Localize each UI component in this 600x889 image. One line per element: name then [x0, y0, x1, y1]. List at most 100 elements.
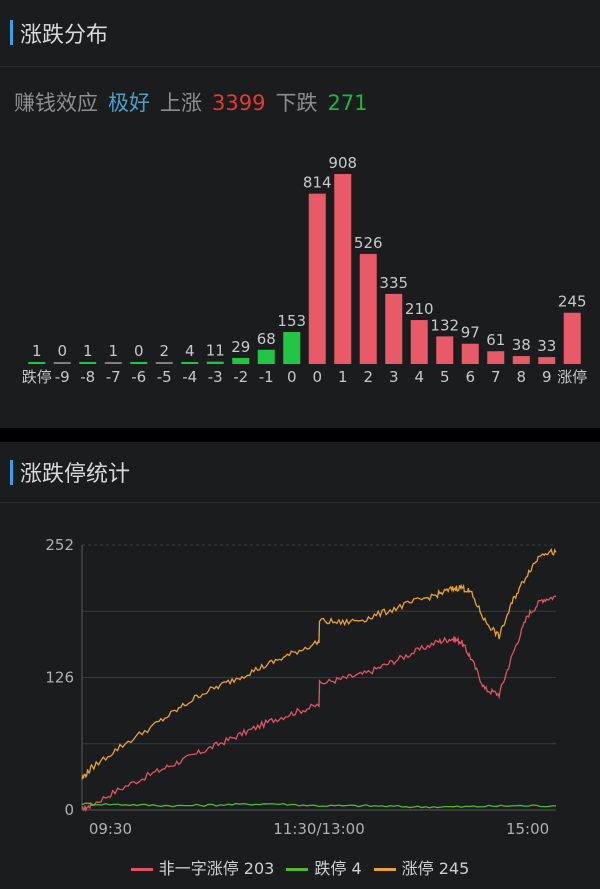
chart-legend: 非一字涨停 203 跌停 4 涨停 245	[0, 855, 600, 879]
bar-value-label: 68	[257, 330, 276, 348]
bar-value-label: 97	[461, 324, 480, 342]
bar-value-label: 132	[430, 316, 459, 334]
bar-category-label: -3	[208, 368, 223, 386]
limit-stats-title: 涨跌停统计	[20, 462, 131, 487]
bar-category-label: -4	[182, 368, 197, 386]
bar	[104, 362, 122, 364]
bar	[538, 357, 556, 364]
bar	[79, 362, 97, 364]
legend-label: 跌停 4	[314, 859, 362, 878]
bar	[410, 320, 428, 364]
bar-category-label: 7	[491, 368, 501, 386]
bar-value-label: 38	[512, 336, 531, 354]
legend-swatch	[286, 868, 309, 871]
legend-label: 涨停 245	[401, 859, 470, 878]
distribution-panel: 涨跌分布 赚钱效应 极好 上涨 3399 下跌 271 1 跌停 0 -9 1 -8 1 -7 0 -6 2-…	[0, 0, 600, 428]
limit-stats-header: 涨跌停统计	[0, 442, 600, 503]
bar-value-label: 335	[379, 274, 408, 292]
bar-value-label: 1	[32, 342, 42, 360]
bar	[359, 253, 377, 364]
bar	[512, 356, 530, 364]
x-tick-label: 11:30/13:00	[273, 820, 365, 838]
bar	[308, 193, 326, 364]
bar	[206, 361, 224, 364]
bar-category-label: 0	[312, 368, 322, 386]
y-tick-label: 252	[45, 536, 74, 554]
bar	[461, 343, 479, 364]
y-tick-label: 0	[64, 801, 74, 819]
bar	[283, 331, 301, 364]
title-accent-bar	[10, 20, 13, 45]
x-tick-label: 09:30	[89, 820, 132, 838]
bar-category-label: 2	[363, 368, 373, 386]
bar-value-label: 210	[405, 300, 434, 318]
legend-label: 非一字涨停 203	[158, 859, 275, 878]
bar	[155, 362, 173, 364]
bar	[53, 362, 71, 364]
bar-category-label: 1	[338, 368, 348, 386]
bar-value-label: 2	[159, 342, 169, 360]
bar-value-label: 526	[354, 234, 383, 252]
bar-category-label: 跌停	[22, 368, 52, 386]
series-line	[81, 802, 557, 809]
bar-category-label: 9	[542, 368, 552, 386]
bar-category-label: -9	[55, 368, 70, 386]
series-line	[81, 547, 557, 780]
bar	[28, 362, 46, 364]
bar-value-label: 908	[328, 154, 357, 172]
bar-value-label: 11	[206, 342, 225, 360]
bar	[385, 293, 403, 364]
bar-value-label: 29	[231, 338, 250, 356]
bar-category-label: 0	[287, 368, 297, 386]
distribution-title: 涨跌分布	[20, 23, 109, 48]
legend-item: 涨停 245	[373, 855, 470, 879]
y-tick-label: 126	[45, 669, 74, 687]
effect-label: 赚钱效应	[14, 91, 98, 115]
bar-category-label: 8	[516, 368, 526, 386]
bar-category-label: -2	[233, 368, 248, 386]
bar-category-label: 涨停	[557, 368, 587, 386]
bar-value-label: 153	[277, 312, 306, 330]
bar-value-label: 1	[108, 342, 118, 360]
up-label: 上涨	[160, 91, 202, 115]
bar-category-label: -1	[259, 368, 274, 386]
bar-value-label: 0	[57, 342, 67, 360]
limit-stats-panel: 涨跌停统计 252 126 0 09:30 11:30/13:00 15:00 非一字涨停…	[0, 442, 600, 889]
bar-value-label: 245	[558, 293, 587, 311]
bar	[181, 362, 199, 364]
legend-item: 跌停 4	[286, 855, 362, 879]
legend-swatch	[130, 868, 153, 871]
bar-category-label: 6	[465, 368, 475, 386]
bar	[130, 362, 148, 364]
bar-value-label: 814	[303, 174, 332, 192]
bar-category-label: -5	[157, 368, 172, 386]
distribution-bar-chart: 1跌停0-91-81-70-62-54-411-329-268-11530814…	[22, 154, 588, 386]
bar-category-label: -8	[80, 368, 95, 386]
bar-category-label: -7	[106, 368, 121, 386]
bar	[563, 312, 581, 364]
bar-value-label: 61	[486, 331, 505, 349]
market-summary: 赚钱效应 极好 上涨 3399 下跌 271	[14, 87, 378, 117]
distribution-header: 涨跌分布	[0, 0, 600, 67]
bar	[487, 351, 505, 364]
bar-value-label: 0	[134, 342, 144, 360]
legend-swatch	[373, 868, 396, 871]
bar-value-label: 1	[83, 342, 93, 360]
bar	[232, 357, 250, 364]
down-label: 下跌	[275, 91, 318, 115]
bar-category-label: -6	[131, 368, 146, 386]
bar-category-label: 3	[389, 368, 399, 386]
bar	[257, 349, 275, 364]
bar	[334, 174, 352, 364]
bar-category-label: 4	[414, 368, 424, 386]
effect-value: 极好	[108, 91, 150, 115]
down-count: 271	[327, 91, 368, 115]
series-line	[81, 595, 557, 813]
legend-item: 非一字涨停 203	[130, 855, 275, 879]
x-tick-label: 15:00	[506, 820, 549, 838]
bar-value-label: 4	[185, 342, 195, 360]
title-accent-bar	[10, 460, 13, 485]
bar-category-label: 5	[440, 368, 450, 386]
up-count: 3399	[212, 91, 266, 115]
bar-value-label: 33	[537, 337, 556, 355]
